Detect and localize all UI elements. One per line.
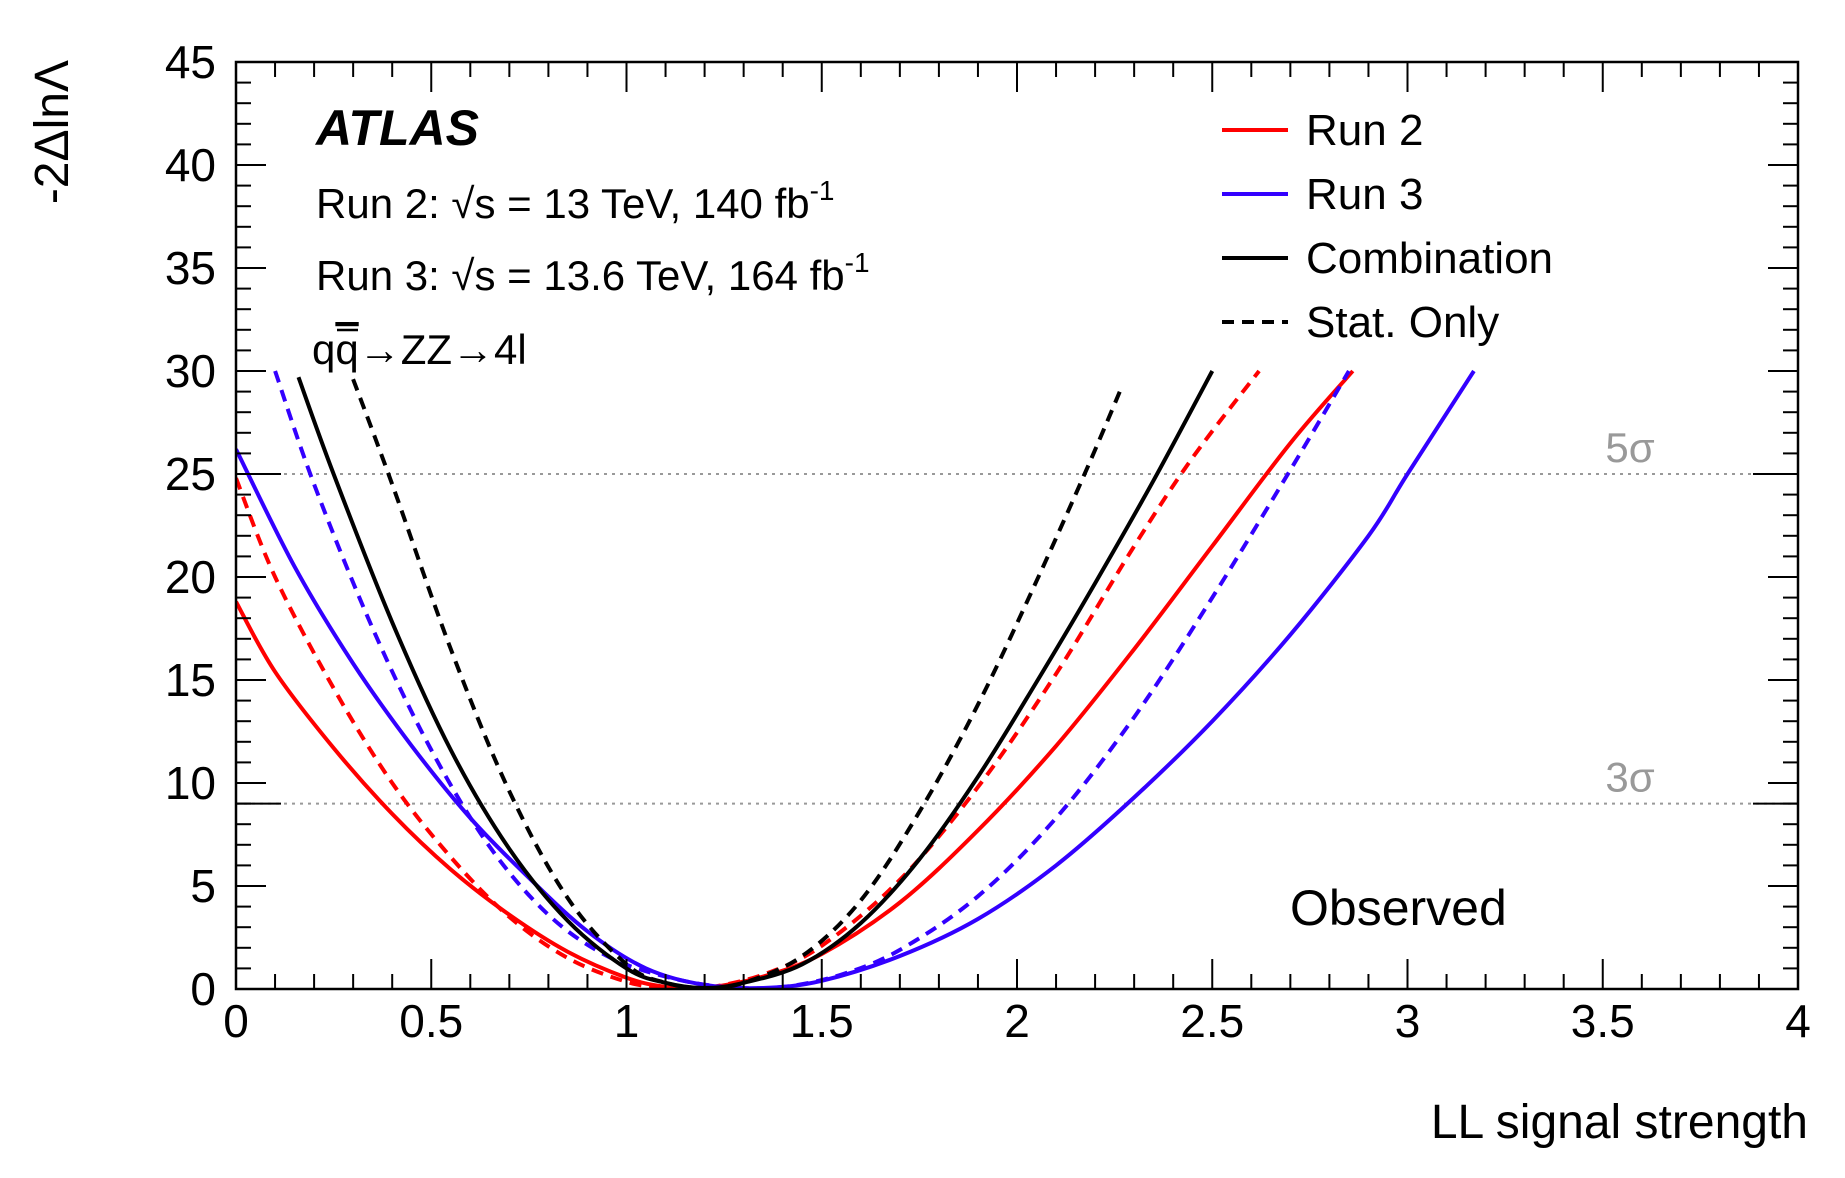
x-tick-label: 4 (1785, 995, 1811, 1047)
legend-label-0: Run 2 (1306, 106, 1423, 155)
y-tick-label: 40 (165, 139, 216, 191)
series-curve-5 (351, 378, 1125, 989)
y-tick-label: 10 (165, 757, 216, 809)
series-curve-1 (236, 369, 1261, 989)
process-antiquark: q (335, 326, 358, 373)
axis-ticks (235, 61, 1799, 990)
process-quark: q (312, 326, 335, 373)
y-axis-title: -2ΔlnΛ (26, 60, 79, 204)
series-curve-4 (296, 370, 1215, 989)
run2-lumi-exponent: -1 (810, 175, 835, 206)
x-tick-label: 3.5 (1571, 995, 1635, 1047)
sqrt-icon: √ (451, 252, 475, 299)
x-axis-title: LL signal strength (1431, 1096, 1808, 1149)
run3-prefix: Run 3: (316, 252, 451, 299)
sqrt-icon: √ (451, 180, 475, 227)
x-tick-label: 0.5 (399, 995, 463, 1047)
y-tick-label: 35 (165, 242, 216, 294)
observed-label: Observed (1290, 880, 1507, 936)
legend-label-3: Stat. Only (1306, 298, 1499, 347)
x-tick-label: 3 (1395, 995, 1421, 1047)
x-tick-label: 1.5 (790, 995, 854, 1047)
run3-info: Run 3: √s = 13.6 TeV, 164 fb-1 (316, 247, 870, 299)
run3-lumi-exponent: -1 (845, 247, 870, 278)
y-tick-label: 20 (165, 551, 216, 603)
x-tick-label: 2 (1004, 995, 1030, 1047)
y-tick-label: 45 (165, 36, 216, 88)
y-tick-label: 0 (190, 963, 216, 1015)
atlas-label: ATLAS (314, 100, 479, 156)
sigma-label-0: 5σ (1605, 424, 1654, 471)
process-decay: →ZZ→4l (359, 326, 527, 373)
y-tick-label: 30 (165, 345, 216, 397)
x-tick-label: 1 (614, 995, 640, 1047)
legend-label-1: Run 3 (1306, 170, 1423, 219)
run2-prefix: Run 2: (316, 180, 451, 227)
sigma-label-1: 3σ (1605, 754, 1654, 801)
legend-label-2: Combination (1306, 234, 1553, 283)
x-tick-label: 2.5 (1180, 995, 1244, 1047)
y-tick-label: 5 (190, 860, 216, 912)
y-tick-label: 25 (165, 448, 216, 500)
svg-text:Run 3: √s = 13.6 TeV, 164 fb-1: Run 3: √s = 13.6 TeV, 164 fb-1 (316, 247, 870, 299)
run3-energy-lumi: s = 13.6 TeV, 164 fb (474, 252, 844, 299)
svg-text:Run 2: √s = 13 TeV, 140 fb-1: Run 2: √s = 13 TeV, 140 fb-1 (316, 175, 835, 227)
x-tick-label: 0 (223, 995, 249, 1047)
run2-info: Run 2: √s = 13 TeV, 140 fb-1 (316, 175, 835, 227)
legend: Run 2 Run 3 Combination Stat. Only (1222, 106, 1553, 347)
run2-energy-lumi: s = 13 TeV, 140 fb (474, 180, 809, 227)
process-label: qq→ZZ→4l (312, 326, 527, 373)
y-tick-label: 15 (165, 654, 216, 706)
svg-text:qq→ZZ→4l: qq→ZZ→4l (312, 326, 527, 373)
